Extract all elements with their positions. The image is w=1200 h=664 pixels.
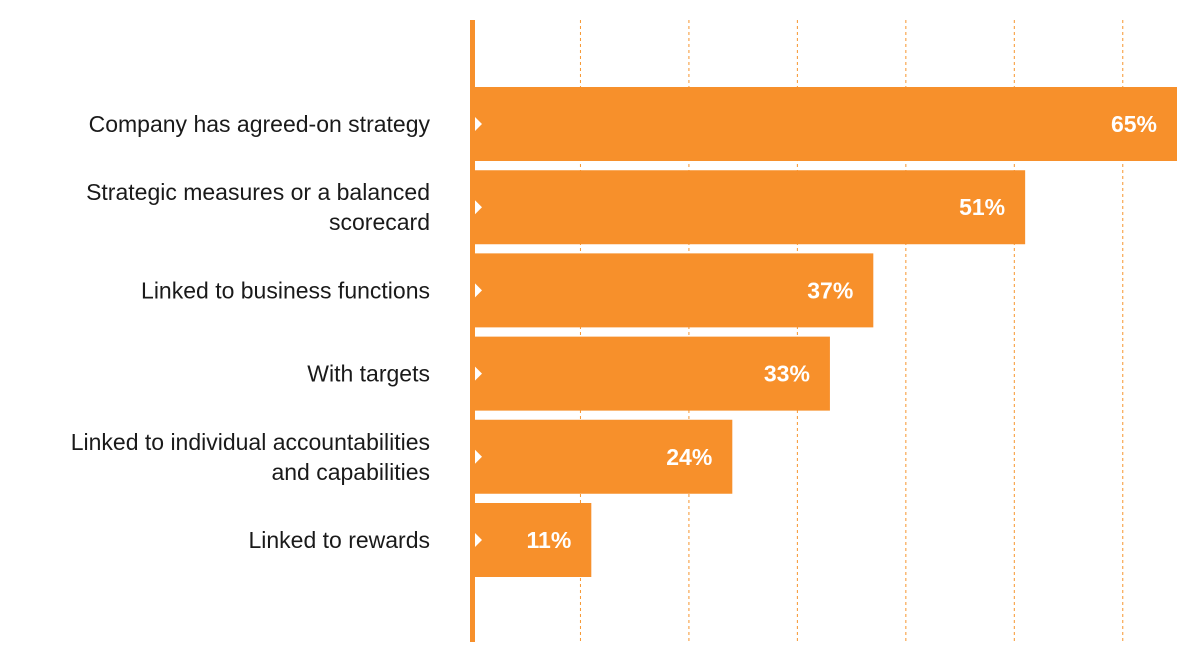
category-label-line: Linked to business functions	[141, 277, 430, 303]
y-axis-line	[470, 20, 475, 642]
category-labels: Company has agreed-on strategy Strategic …	[71, 111, 431, 553]
category-label-line: With targets	[307, 361, 430, 387]
category-label: Strategic measures or a balanced scorecar…	[86, 179, 430, 235]
value-label: 11%	[527, 527, 572, 553]
category-label: With targets	[307, 361, 430, 387]
bar	[472, 87, 1177, 161]
value-label: 51%	[959, 194, 1005, 220]
category-label-line: Company has agreed-on strategy	[89, 111, 431, 137]
category-label-line: Strategic measures or a balanced	[86, 179, 430, 205]
value-label: 65%	[1111, 111, 1157, 137]
category-label: Company has agreed-on strategy	[89, 111, 431, 137]
category-label-line: and capabilities	[271, 459, 430, 485]
value-label: 24%	[666, 444, 712, 470]
value-labels: 65% 51% 37% 33% 24% 11%	[527, 111, 1157, 553]
category-label: Linked to individual accountabilities and…	[71, 429, 430, 485]
value-label: 33%	[764, 361, 810, 387]
category-label-line: Linked to individual accountabilities	[71, 429, 430, 455]
category-label: Linked to business functions	[141, 277, 430, 303]
category-label: Linked to rewards	[248, 527, 430, 553]
value-label: 37%	[807, 277, 853, 303]
bar	[472, 419, 733, 494]
category-label-line: scorecard	[329, 209, 430, 235]
bar	[472, 253, 874, 328]
category-label-line: Linked to rewards	[248, 527, 430, 553]
bar	[472, 336, 830, 411]
bars	[472, 87, 1177, 577]
bar	[472, 503, 592, 577]
bar	[472, 170, 1026, 245]
